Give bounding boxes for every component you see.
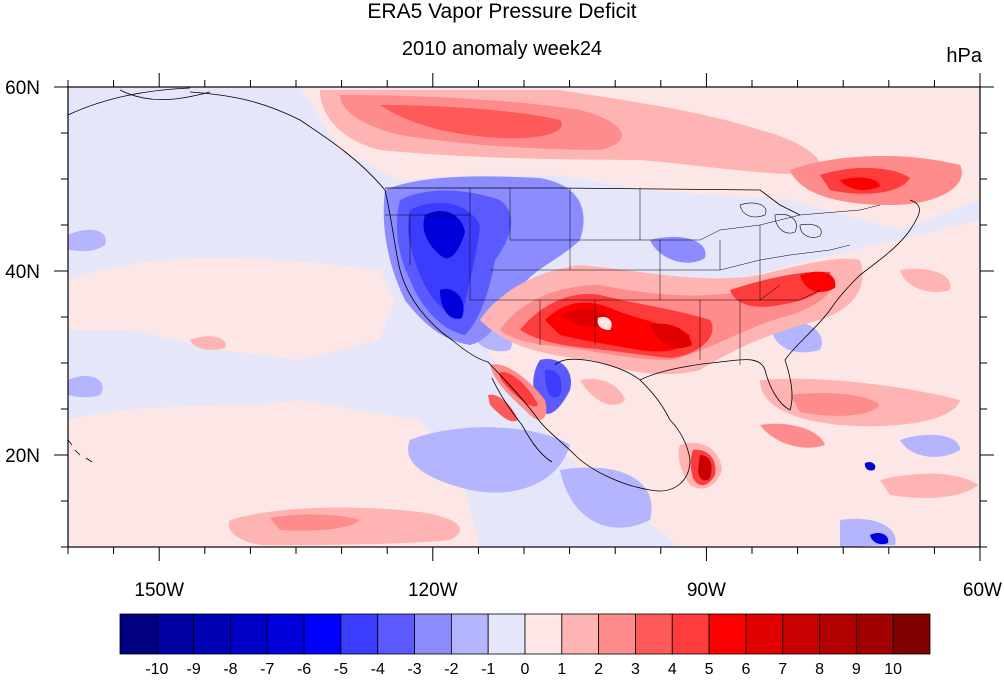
anomaly-field — [68, 87, 980, 547]
chart-title: ERA5 Vapor Pressure Deficit — [367, 0, 637, 23]
colorbar-label: -10 — [145, 661, 168, 678]
lat-label: 20N — [5, 446, 40, 467]
positive-anomaly-southern-us — [480, 258, 863, 375]
small-negative-spots — [864, 462, 889, 545]
tick-marks — [54, 73, 994, 561]
colorbar-label: 6 — [741, 661, 750, 678]
colorbar-swatch — [819, 613, 857, 655]
colorbar-swatch — [266, 613, 305, 655]
great-lakes — [739, 202, 822, 238]
lat-label: 40N — [5, 262, 40, 283]
positive-anomaly-mexico — [190, 268, 978, 545]
colorbar-swatch — [303, 613, 342, 655]
colorbar-swatch — [598, 613, 636, 655]
colorbar-label: -2 — [444, 661, 458, 678]
colorbar-label: 4 — [668, 661, 677, 678]
colorbar-label: -7 — [260, 661, 274, 678]
colorbar-label: 9 — [852, 661, 861, 678]
colorbar-label: -3 — [407, 661, 421, 678]
coastlines — [68, 87, 920, 492]
colorbar-label: -4 — [371, 661, 385, 678]
colorbar-label: -8 — [223, 661, 237, 678]
colorbar-swatch — [708, 613, 747, 655]
colorbar-swatch — [193, 613, 231, 655]
positive-anomaly-northern-band — [320, 90, 962, 205]
colorbar — [119, 613, 931, 655]
lat-label: 60N — [5, 78, 40, 99]
colorbar-swatch — [377, 613, 415, 655]
colorbar-swatch — [524, 613, 563, 655]
colorbar-swatch — [487, 613, 526, 655]
chart-subtitle: 2010 anomaly week24 — [401, 38, 603, 60]
colorbar-label: -9 — [187, 661, 201, 678]
colorbar-label: -5 — [334, 661, 348, 678]
lon-label: 60W — [963, 580, 1002, 601]
longitude-labels: 150W 120W 90W 60W — [134, 580, 1002, 601]
colorbar-label: 5 — [705, 661, 714, 678]
state-boundaries — [385, 188, 881, 365]
colorbar-swatch — [450, 613, 489, 655]
latitude-labels: 60N 40N 20N — [5, 78, 40, 467]
colorbar-swatch — [230, 613, 268, 655]
colorbar-label: 7 — [778, 661, 787, 678]
colorbar-swatch — [156, 613, 195, 655]
lon-label: 120W — [408, 580, 458, 601]
units-label: hPa — [946, 45, 982, 67]
colorbar-swatch — [892, 613, 931, 655]
colorbar-swatch — [671, 613, 710, 655]
lon-label: 90W — [687, 580, 726, 601]
colorbar-swatch — [782, 613, 820, 655]
colorbar-label: -6 — [297, 661, 311, 678]
lon-label: 150W — [134, 580, 184, 601]
colorbar-swatch — [414, 613, 452, 655]
colorbar-label: 1 — [557, 661, 566, 678]
colorbar-labels: -10 -9 -8 -7 -6 -5 -4 -3 -2 -1 0 1 2 3 4 5 6 7 8 9 10 — [145, 661, 902, 678]
colorbar-swatch — [745, 613, 784, 655]
colorbar-swatch — [119, 613, 158, 655]
colorbar-label: 3 — [631, 661, 640, 678]
colorbar-label: -1 — [481, 661, 495, 678]
colorbar-label: 2 — [594, 661, 603, 678]
colorbar-swatch — [855, 613, 894, 655]
weak-negative-anomaly — [68, 229, 960, 547]
colorbar-label: 10 — [884, 661, 902, 678]
colorbar-label: 0 — [521, 661, 530, 678]
colorbar-label: 8 — [815, 661, 824, 678]
colorbar-swatch — [635, 613, 673, 655]
colorbar-swatch — [340, 613, 379, 655]
colorbar-swatch — [561, 613, 600, 655]
